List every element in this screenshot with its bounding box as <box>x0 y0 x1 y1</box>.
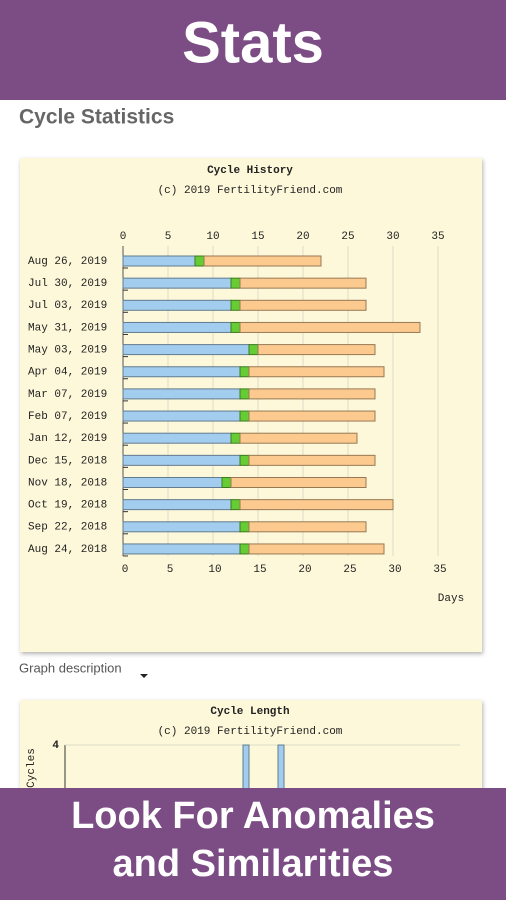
x-tick-label: 25 <box>343 564 356 576</box>
bottom-banner: Look For Anomalies and Similarities <box>0 788 506 900</box>
bar-segment <box>239 277 367 289</box>
bar-segment <box>248 366 385 378</box>
bar-segment <box>122 521 241 533</box>
bar-segment <box>230 299 241 311</box>
bar-segment <box>248 344 259 356</box>
bar-segment <box>239 366 250 378</box>
y-tick-label: May 31, 2019 <box>28 322 107 334</box>
section-title: Cycle Statistics <box>19 106 174 129</box>
chart-subtitle: (c) 2019 FertilityFriend.com <box>158 726 343 738</box>
y-tick-label: Jul 03, 2019 <box>28 300 107 312</box>
bar-segment <box>122 454 241 466</box>
bar-segment <box>221 477 232 488</box>
bar-segment <box>122 388 241 400</box>
bar-segment <box>248 388 376 400</box>
x-tick-label: 35 <box>433 564 446 576</box>
bar-segment <box>257 344 376 356</box>
x-tick-label: 30 <box>386 231 399 243</box>
bar-segment <box>230 277 241 289</box>
x-tick-label: 5 <box>165 231 172 243</box>
x-tick-label: 10 <box>208 564 221 576</box>
banner-title: Stats <box>182 10 324 75</box>
y-tick-label: Apr 04, 2019 <box>28 367 107 379</box>
x-tick-label: 30 <box>388 564 401 576</box>
banner-line: and Similarities <box>113 843 394 885</box>
y-tick-label: Jul 30, 2019 <box>28 278 107 290</box>
bar-segment <box>122 477 223 488</box>
x-tick-label: 0 <box>120 231 127 243</box>
bar-segment <box>239 432 358 444</box>
bar-segment <box>122 410 241 422</box>
bar-segment <box>239 499 394 511</box>
chart-title: Cycle Length <box>210 706 289 718</box>
bar-segment <box>194 255 205 267</box>
chart-subtitle: (c) 2019 FertilityFriend.com <box>158 185 343 197</box>
x-tick-label: 10 <box>206 231 219 243</box>
graph-description[interactable]: Graph description <box>19 660 148 678</box>
x-tick-label: 15 <box>253 564 266 576</box>
bar-segment <box>122 299 232 311</box>
bar-segment <box>248 521 367 533</box>
bar-segment <box>122 277 232 289</box>
bar-segment <box>122 255 196 267</box>
y-tick-label: Nov 18, 2018 <box>28 477 107 489</box>
bar-segment <box>230 477 367 488</box>
x-axis-label: Days <box>438 593 464 605</box>
y-tick-label: Jan 12, 2019 <box>28 433 107 445</box>
bottom-banner-bg <box>0 788 506 900</box>
bar-segment <box>248 454 376 466</box>
x-tick-label: 35 <box>431 231 444 243</box>
bar-segment <box>230 499 241 511</box>
dropdown-arrow <box>140 674 148 678</box>
x-tick-label: 20 <box>296 231 309 243</box>
bar-segment <box>239 388 250 400</box>
bar-segment <box>239 521 250 533</box>
x-tick-label: 5 <box>167 564 174 576</box>
y-tick-label: Sep 22, 2018 <box>28 522 107 534</box>
y-tick-label: Mar 07, 2019 <box>28 389 107 401</box>
bar-segment <box>239 321 421 333</box>
chart-title: Cycle History <box>207 165 293 177</box>
bar-segment <box>122 366 241 378</box>
chart-card <box>20 158 482 652</box>
bar-segment <box>239 454 250 466</box>
bar-segment <box>239 543 250 555</box>
bar-segment <box>122 321 232 333</box>
y-tick-label: Oct 19, 2018 <box>28 500 107 512</box>
banner-line: Look For Anomalies <box>71 795 435 837</box>
bar-segment <box>239 410 250 422</box>
y-tick-label: Dec 15, 2018 <box>28 455 107 467</box>
top-banner <box>0 0 506 100</box>
x-tick-label: 15 <box>251 231 264 243</box>
bar-segment <box>122 499 232 511</box>
y-tick-label: 4 <box>52 740 59 752</box>
x-tick-label: 20 <box>298 564 311 576</box>
graph-description-link[interactable]: Graph description <box>19 660 122 675</box>
bar-segment <box>239 299 367 311</box>
bar-segment <box>248 543 385 555</box>
bar-segment <box>203 255 322 267</box>
bar-segment <box>122 344 250 356</box>
bar-segment <box>122 432 232 444</box>
y-axis-label: Cycles <box>26 748 38 788</box>
cycle-history-chart: Cycle History (c) 2019 FertilityFriend.c… <box>28 165 464 605</box>
x-tick-label: 0 <box>122 564 129 576</box>
bar-segment <box>230 432 241 444</box>
y-tick-label: Aug 26, 2019 <box>28 256 107 268</box>
y-tick-label: Feb 07, 2019 <box>28 411 107 423</box>
y-tick-label: Aug 24, 2018 <box>28 544 107 556</box>
x-tick-label: 25 <box>341 231 354 243</box>
bar-segment <box>248 410 376 422</box>
bar-segment <box>230 321 241 333</box>
bar-segment <box>122 543 241 555</box>
y-tick-label: May 03, 2019 <box>28 345 107 357</box>
